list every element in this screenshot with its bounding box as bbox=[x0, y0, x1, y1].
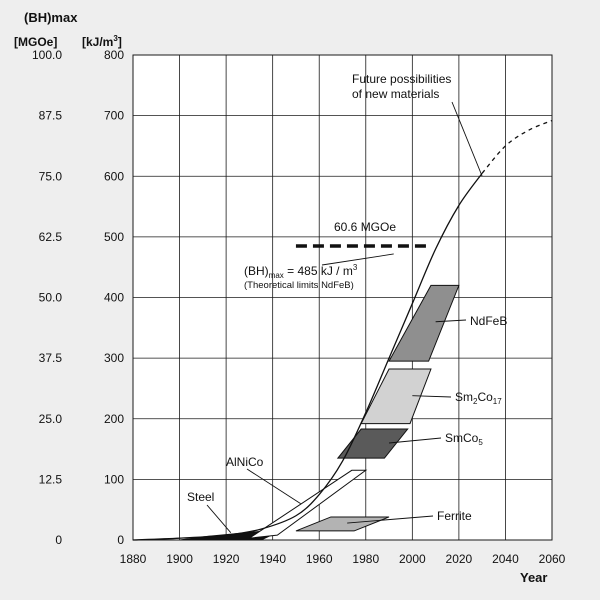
x-tick-2020: 2020 bbox=[446, 552, 473, 566]
series-1 bbox=[481, 119, 553, 174]
tick-labels: 1880 1900 1920 1940 1960 1980 2000 2020 2040 2060… bbox=[32, 48, 566, 566]
leader-steel bbox=[206, 504, 232, 534]
leader-limit bbox=[321, 253, 394, 266]
x-tick-2000: 2000 bbox=[399, 552, 426, 566]
y-tick-kj-100: 100 bbox=[104, 472, 124, 486]
y-tick-mgoe-100.0: 100.0 bbox=[32, 48, 62, 62]
x-tick-1960: 1960 bbox=[306, 552, 333, 566]
region-ferrite bbox=[295, 516, 390, 532]
y-tick-mgoe-62.5: 62.5 bbox=[39, 230, 63, 244]
y-tick-kj-400: 400 bbox=[104, 291, 124, 305]
x-axis-title: Year bbox=[520, 570, 547, 585]
y-tick-kj-600: 600 bbox=[104, 169, 124, 183]
x-tick-1900: 1900 bbox=[166, 552, 193, 566]
future-label-2: of new materials bbox=[352, 87, 439, 101]
x-tick-1880: 1880 bbox=[120, 552, 147, 566]
leader-ferrite bbox=[347, 515, 434, 524]
y-tick-mgoe-50.0: 50.0 bbox=[39, 291, 63, 305]
leader-alnico bbox=[246, 468, 301, 505]
leader-ndfeb bbox=[435, 319, 467, 323]
leader-smco5 bbox=[389, 437, 442, 444]
trend-lines bbox=[132, 119, 553, 541]
y-tick-mgoe-12.5: 12.5 bbox=[39, 472, 63, 486]
y-tick-mgoe-37.5: 37.5 bbox=[39, 351, 63, 365]
alnico-label: AlNiCo bbox=[226, 455, 264, 469]
y-tick-kj-0: 0 bbox=[117, 533, 124, 547]
y-tick-mgoe-25.0: 25.0 bbox=[39, 412, 63, 426]
y-tick-kj-800: 800 bbox=[104, 48, 124, 62]
y-unit-mgoe: [MGOe] bbox=[14, 35, 57, 49]
y-unit-kjm3: [kJ/m3] bbox=[82, 34, 122, 49]
y-tick-kj-300: 300 bbox=[104, 351, 124, 365]
series-0 bbox=[132, 172, 483, 541]
limit-note-label: (Theoretical limits NdFeB) bbox=[244, 280, 354, 291]
region-alnico bbox=[249, 469, 368, 539]
region-ndfeb bbox=[388, 284, 460, 362]
region-sm2co17 bbox=[360, 368, 432, 425]
smco5-label: SmCo5 bbox=[445, 431, 483, 447]
x-tick-2040: 2040 bbox=[492, 552, 519, 566]
x-tick-2060: 2060 bbox=[539, 552, 566, 566]
x-tick-1980: 1980 bbox=[352, 552, 379, 566]
y-tick-mgoe-75.0: 75.0 bbox=[39, 169, 63, 183]
future-label-1: Future possibilities bbox=[352, 72, 451, 86]
y-tick-mgoe-87.5: 87.5 bbox=[39, 109, 63, 123]
chart-title: (BH)max bbox=[24, 10, 78, 25]
y-tick-mgoe-0: 0 bbox=[55, 533, 62, 547]
leader-future bbox=[451, 101, 483, 177]
limit-equation-label: (BH)max = 485 kJ / m3 bbox=[244, 263, 358, 280]
leader-sm2co17 bbox=[412, 395, 452, 398]
x-tick-1920: 1920 bbox=[213, 552, 240, 566]
y-tick-kj-500: 500 bbox=[104, 230, 124, 244]
steel-label: Steel bbox=[187, 490, 214, 504]
ndfeb-label: NdFeB bbox=[470, 314, 507, 328]
x-tick-1940: 1940 bbox=[259, 552, 286, 566]
limit-mgoe-label: 60.6 MGOe bbox=[334, 220, 396, 234]
ferrite-label: Ferrite bbox=[437, 509, 472, 523]
y-tick-kj-700: 700 bbox=[104, 109, 124, 123]
y-tick-kj-200: 200 bbox=[104, 412, 124, 426]
sm2co17-label: Sm2Co17 bbox=[455, 390, 502, 406]
leader-lines bbox=[206, 101, 483, 534]
